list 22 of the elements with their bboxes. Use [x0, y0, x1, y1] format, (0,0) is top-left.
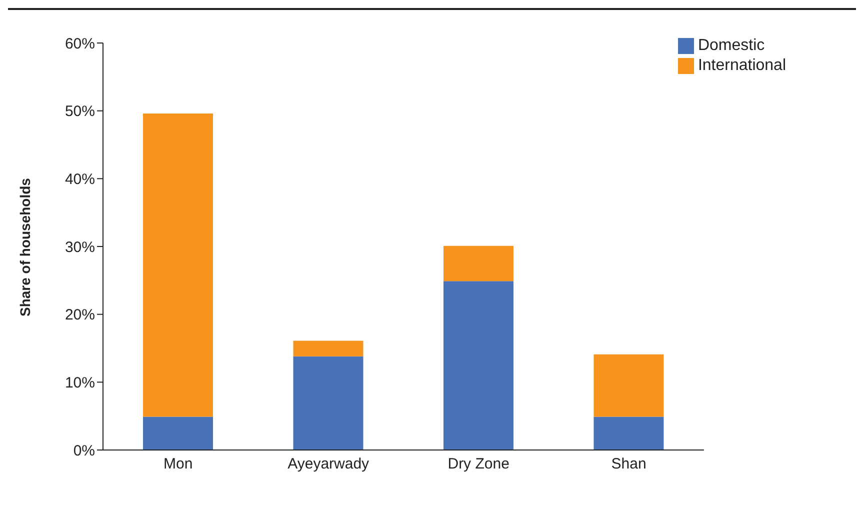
- y-tick-label: 10%: [64, 374, 95, 392]
- y-axis-title: Share of households: [16, 178, 33, 316]
- x-tick-label: Ayeyarwady: [288, 456, 370, 473]
- legend-label: Domestic: [698, 37, 765, 54]
- bar: [293, 340, 364, 356]
- y-tick-label: 60%: [64, 35, 95, 52]
- y-tick-label: 20%: [64, 306, 95, 324]
- bar: [293, 356, 364, 450]
- y-tick-label: 50%: [64, 103, 95, 120]
- bar: [443, 246, 514, 282]
- bar: [143, 416, 213, 450]
- bar: [594, 354, 664, 417]
- bar: [594, 416, 664, 450]
- legend-label: International: [698, 57, 786, 74]
- bar: [443, 281, 514, 450]
- y-tick-label: 0%: [73, 442, 95, 460]
- x-tick-label: Shan: [611, 456, 646, 473]
- y-tick-label: 40%: [64, 170, 95, 188]
- bar: [143, 114, 213, 417]
- y-tick-label: 30%: [64, 238, 95, 256]
- x-tick-label: Dry Zone: [448, 456, 510, 473]
- x-tick-label: Mon: [164, 456, 193, 473]
